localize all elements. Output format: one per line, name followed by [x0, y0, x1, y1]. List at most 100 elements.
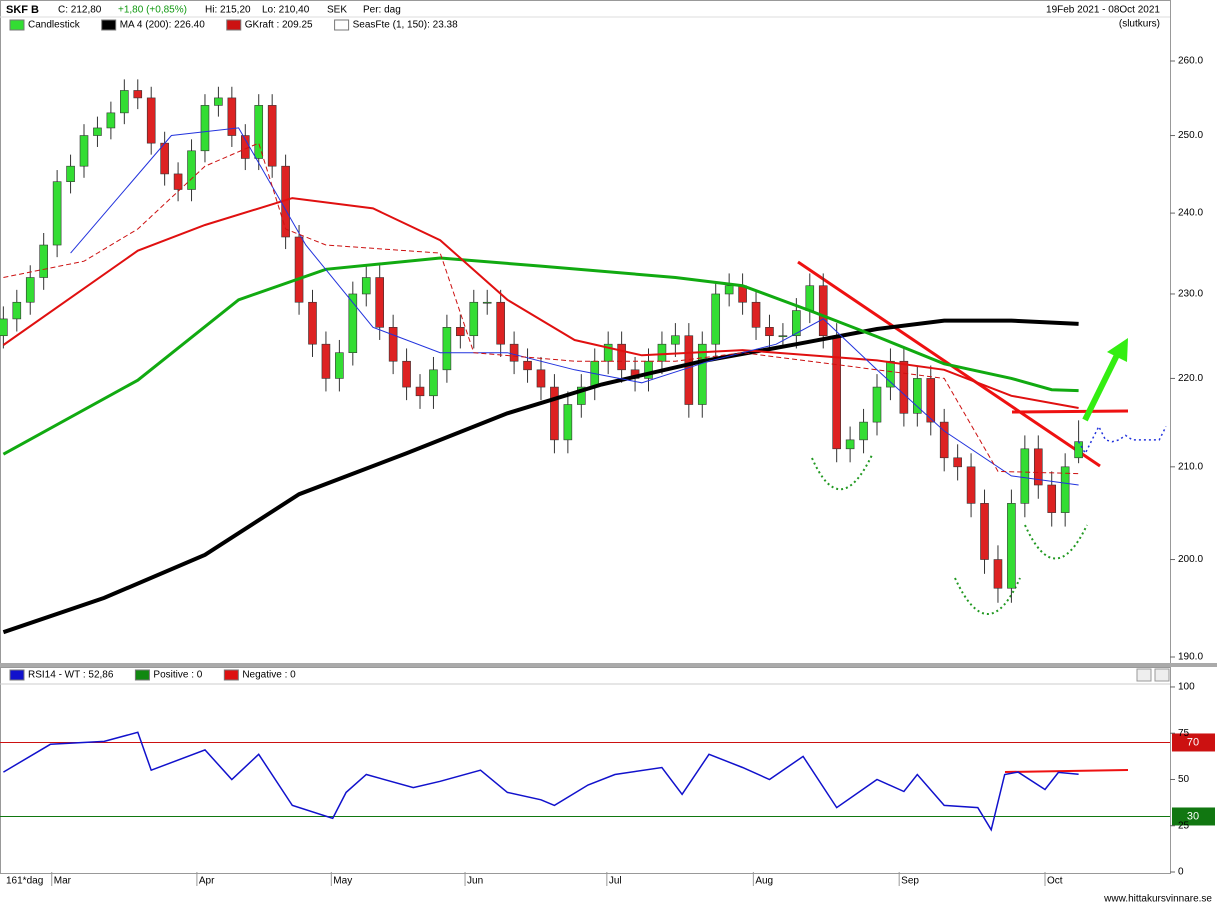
candle-body [321, 343, 331, 379]
legend-label: Negative : 0 [242, 670, 296, 681]
candle-body [751, 301, 761, 328]
candle-body [563, 404, 573, 441]
candle-body [66, 165, 75, 182]
candle-body [805, 285, 815, 311]
y-tick-label: 200.0 [1178, 554, 1203, 565]
candle-body [926, 378, 936, 423]
candle-body [832, 335, 841, 450]
symbol: SKF B [6, 4, 39, 16]
candle-body [52, 181, 62, 246]
legend-label: RSI14 - WT : 52,86 [28, 670, 114, 681]
candle-body [1007, 503, 1016, 589]
site: www.hittakursvinnare.se [1103, 894, 1212, 905]
series-line [2, 318, 1079, 635]
candle-body [711, 293, 721, 345]
candle-body [1033, 448, 1043, 486]
series-line [2, 197, 1079, 409]
y-tick-label: 50 [1178, 774, 1190, 785]
rsi-line [1004, 769, 1129, 773]
candle-body [550, 386, 559, 441]
series-line [1077, 424, 1167, 455]
close-button[interactable] [1154, 668, 1170, 682]
legend-label: SeasFte (1, 150): 23.38 [353, 20, 459, 31]
candle-body [133, 90, 143, 99]
candle-body [254, 105, 264, 159]
candle-body [348, 293, 358, 353]
candle-body [724, 285, 734, 295]
candle-body [482, 301, 492, 304]
arc [954, 577, 1021, 615]
y-tick-label: 210.0 [1178, 461, 1203, 472]
y-tick-label: 0 [1178, 867, 1184, 878]
candle-body [442, 327, 452, 371]
period: Per: dag [363, 5, 401, 16]
y-tick-label: 25 [1178, 820, 1190, 831]
change: +1,80 (+0,85%) [118, 5, 187, 16]
candle-body [966, 466, 976, 504]
candle-body [1047, 484, 1057, 513]
candle-body [872, 386, 882, 423]
candle-body [79, 135, 89, 167]
candle-body [429, 369, 438, 397]
y-tick-label: 220.0 [1178, 373, 1203, 384]
low: Lo: 210,40 [262, 5, 310, 16]
legend-swatch [9, 669, 25, 681]
candle-body [496, 301, 505, 345]
zoom-button[interactable] [1136, 668, 1152, 682]
y-tick-label: 100 [1178, 682, 1195, 693]
candle-body [859, 421, 868, 441]
candle-body [402, 360, 411, 388]
candle-body [603, 343, 613, 362]
x-tick-label: Apr [199, 876, 215, 887]
candle-body [939, 421, 949, 459]
x-tick-label: May [333, 876, 352, 887]
candle-body [684, 335, 694, 405]
candle-body [375, 277, 384, 328]
legend-label: Positive : 0 [153, 670, 202, 681]
y-tick-label: 250.0 [1178, 130, 1203, 141]
y-tick-label: 75 [1178, 728, 1190, 739]
plot-area [0, 79, 1167, 635]
candle-body [160, 142, 169, 175]
high: Hi: 215,20 [205, 5, 251, 16]
candle-body [388, 327, 398, 362]
resistance-line [1011, 409, 1129, 414]
x-tick-label: Sep [901, 876, 919, 887]
candle-body [1074, 441, 1083, 459]
candle-body [913, 378, 922, 414]
candle-body [671, 335, 680, 345]
close-price: C: 212,80 [58, 5, 102, 16]
candle-body [294, 236, 304, 303]
series-line [3, 142, 1079, 475]
plot-area [0, 731, 1170, 832]
bar-count: 161*dag [6, 876, 43, 887]
candle-body [1060, 466, 1070, 513]
candle-body [818, 285, 828, 337]
candle-body [120, 90, 129, 114]
price-kind: (slutkurs) [1119, 19, 1160, 30]
candle-body [25, 277, 35, 303]
y-tick-label: 240.0 [1178, 208, 1203, 219]
candle-body [335, 352, 344, 379]
y-tick-label: 190.0 [1178, 652, 1203, 663]
date-range: 19Feb 2021 - 08Oct 2021 [1046, 5, 1160, 16]
candle-body [657, 343, 667, 362]
candle-body [523, 360, 532, 371]
arrow-shaft [1082, 353, 1120, 422]
reference-label: 30 [1187, 810, 1199, 822]
candle-body [993, 559, 1003, 589]
y-tick-label: 230.0 [1178, 289, 1203, 300]
annotations [797, 260, 1129, 773]
rsi-frame [0, 667, 1171, 874]
candle-body [456, 327, 465, 337]
x-tick-label: Aug [755, 876, 773, 887]
candle-body [146, 97, 156, 144]
series-line [3, 731, 1079, 832]
legend-swatch [101, 19, 117, 31]
candle-body [953, 457, 962, 468]
candle-body [980, 503, 989, 560]
candle-body [697, 343, 707, 405]
x-tick-label: Oct [1047, 876, 1063, 887]
legend-label: Candlestick [28, 20, 81, 31]
